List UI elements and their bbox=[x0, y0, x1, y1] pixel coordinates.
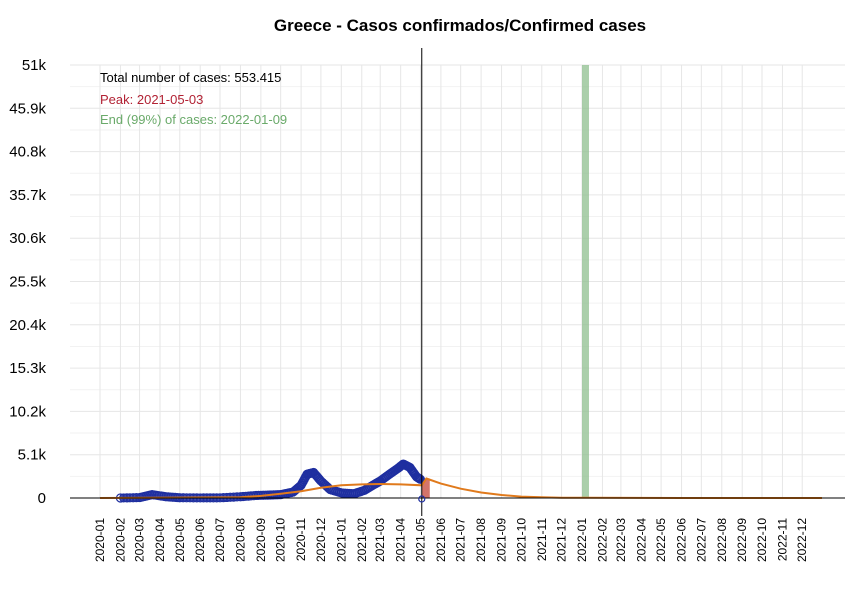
x-tick-label: 2021-11 bbox=[535, 518, 549, 561]
x-tick-label: 2022-05 bbox=[654, 518, 668, 562]
x-tick-label: 2020-01 bbox=[93, 518, 107, 562]
x-tick-label: 2022-01 bbox=[575, 518, 589, 562]
x-tick-label: 2022-10 bbox=[755, 518, 769, 562]
x-tick-label: 2020-06 bbox=[193, 518, 207, 562]
y-tick-label: 35.7k bbox=[9, 187, 46, 204]
current-date-marker bbox=[418, 495, 426, 503]
peak-band bbox=[421, 478, 430, 498]
end-band bbox=[581, 65, 589, 498]
x-tick-label: 2020-02 bbox=[113, 518, 127, 562]
y-tick-label: 20.4k bbox=[9, 317, 46, 334]
x-tick-label: 2022-02 bbox=[595, 518, 609, 562]
x-tick-label: 2022-12 bbox=[795, 518, 809, 562]
y-tick-label: 25.5k bbox=[9, 274, 46, 291]
x-tick-label: 2021-04 bbox=[394, 518, 408, 562]
axis-layer bbox=[70, 48, 845, 516]
x-tick-label: 2021-07 bbox=[454, 518, 468, 562]
x-tick-label: 2022-09 bbox=[735, 518, 749, 562]
x-tick-label: 2020-04 bbox=[153, 518, 167, 562]
label-layer: 0 5.1k 10.2k 15.3k 20.4k 25.5k 30.6k 35.7k 40.8k… bbox=[9, 57, 809, 562]
x-tick-label: 2020-03 bbox=[133, 518, 147, 562]
x-tick-label: 2021-05 bbox=[413, 518, 427, 562]
y-tick-label: 15.3k bbox=[9, 360, 46, 377]
y-tick-label: 51k bbox=[22, 57, 47, 74]
observed-point bbox=[415, 474, 426, 484]
x-tick-label: 2022-06 bbox=[675, 518, 689, 562]
total-cases-annotation: Total number of cases: 553.415 bbox=[100, 70, 281, 85]
y-tick-label: 10.2k bbox=[9, 403, 46, 420]
y-tick-label: 0 bbox=[38, 490, 46, 507]
x-tick-label: 2021-03 bbox=[373, 518, 387, 562]
x-tick-label: 2022-03 bbox=[614, 518, 628, 562]
x-tick-label: 2022-11 bbox=[775, 518, 789, 561]
end-annotation: End (99%) of cases: 2022-01-09 bbox=[100, 112, 287, 127]
x-tick-label: 2020-10 bbox=[274, 518, 288, 562]
x-tick-label: 2021-10 bbox=[514, 518, 528, 562]
x-tick-label: 2021-08 bbox=[474, 518, 488, 562]
x-tick-label: 2021-01 bbox=[334, 518, 348, 562]
x-tick-label: 2020-05 bbox=[173, 518, 187, 562]
x-tick-label: 2020-08 bbox=[233, 518, 247, 562]
peak-annotation: Peak: 2021-05-03 bbox=[100, 92, 203, 107]
y-tick-label: 5.1k bbox=[18, 447, 47, 464]
x-tick-label: 2020-12 bbox=[314, 518, 328, 562]
band-layer bbox=[421, 65, 589, 498]
x-tick-label: 2020-11 bbox=[294, 518, 308, 561]
x-tick-label: 2022-08 bbox=[715, 518, 729, 562]
chart-title: Greece - Casos confirmados/Confirmed cas… bbox=[274, 16, 646, 35]
y-tick-label: 45.9k bbox=[9, 100, 46, 117]
x-tick-label: 2021-02 bbox=[355, 518, 369, 562]
x-tick-label: 2020-09 bbox=[254, 518, 268, 562]
y-tick-label: 40.8k bbox=[9, 144, 46, 161]
x-tick-label: 2021-12 bbox=[555, 518, 569, 562]
y-tick-label: 30.6k bbox=[9, 230, 46, 247]
x-tick-label: 2022-07 bbox=[694, 518, 708, 562]
x-tick-label: 2022-04 bbox=[634, 518, 648, 562]
x-tick-label: 2020-07 bbox=[213, 518, 227, 562]
grid-layer bbox=[70, 64, 845, 499]
x-tick-label: 2021-09 bbox=[495, 518, 509, 562]
x-tick-label: 2021-06 bbox=[434, 518, 448, 562]
